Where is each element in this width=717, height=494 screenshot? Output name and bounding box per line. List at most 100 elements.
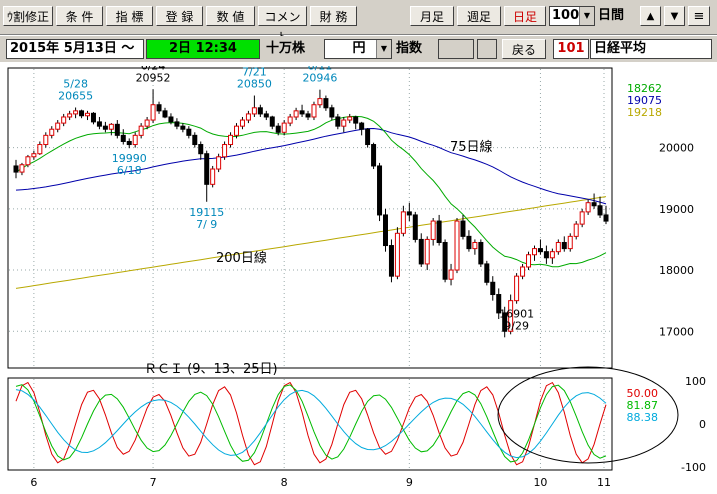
back-button[interactable]: 戻る: [502, 39, 546, 59]
candle-body: [43, 134, 49, 146]
candle-body: [13, 165, 19, 173]
candle-body: [466, 235, 472, 250]
date-field[interactable]: 2015年 5月13日 ～: [6, 39, 144, 59]
annotation-date: 7/21: [242, 66, 267, 79]
stock-code-field[interactable]: 101: [553, 39, 589, 59]
ma75-line: [15, 127, 607, 205]
candle-body: [293, 110, 299, 118]
candle-body: [228, 134, 234, 146]
candle-body: [388, 245, 394, 277]
chevron-down-icon[interactable]: ▼: [376, 40, 391, 58]
candle-body: [484, 263, 490, 283]
candle-body: [502, 312, 508, 332]
candle-body: [496, 294, 502, 314]
rci-value-rci13: 81.87: [627, 399, 659, 412]
candle-body: [394, 232, 400, 277]
condition-button[interactable]: 条 件: [56, 6, 103, 26]
candle-body: [263, 113, 269, 118]
candle-body: [96, 121, 102, 127]
rci9-line: [15, 381, 607, 466]
rci-tick-label: 100: [685, 375, 706, 388]
x-tick-label: 8: [281, 476, 288, 489]
rci-panel-frame: [7, 377, 613, 471]
candle-body: [526, 254, 532, 268]
candle-body: [418, 238, 424, 265]
scroll-up-button[interactable]: ▲: [640, 6, 661, 26]
rci-tick-label: 0: [699, 418, 706, 431]
financial-button[interactable]: 財 務: [310, 6, 357, 26]
candle-body: [31, 153, 37, 158]
candle-body: [365, 128, 371, 146]
candle-body: [341, 119, 347, 127]
candle-body: [114, 123, 120, 136]
candle-body: [478, 241, 484, 265]
annotation-value: 20850: [237, 78, 272, 91]
monthly-button[interactable]: 月足: [410, 6, 454, 26]
candle-body: [371, 144, 377, 167]
current-time-field: 2日 12:34: [146, 39, 260, 59]
currency-select[interactable]: 円 ▼: [324, 39, 392, 59]
candle-body: [174, 121, 180, 127]
menu-button[interactable]: ≡: [688, 6, 710, 26]
rci25-line: [15, 389, 607, 459]
candle-body: [359, 122, 365, 130]
period-label: 日間: [598, 8, 625, 23]
candle-body: [180, 125, 186, 130]
candle-body: [597, 205, 603, 216]
candle-body: [108, 123, 114, 130]
weekly-button[interactable]: 週足: [457, 6, 501, 26]
candle-body: [543, 251, 549, 259]
candle-body: [400, 211, 406, 234]
period-count-select[interactable]: 100 ▼: [549, 6, 595, 26]
candle-body: [424, 238, 430, 265]
x-tick-label: 7: [150, 476, 157, 489]
candle-body: [561, 241, 567, 250]
candle-body: [299, 110, 305, 115]
highlight-ellipse: [497, 366, 679, 464]
candle-body: [347, 116, 353, 121]
candle-body: [275, 125, 281, 133]
candle-body: [55, 122, 61, 130]
chevron-down-icon[interactable]: ▼: [579, 7, 594, 25]
stock-chart: 6 7 8 9 10 1120000190001800017000182621907519…: [7, 59, 706, 489]
candle-body: [335, 116, 341, 127]
annotation-date: 7/ 9: [196, 218, 217, 231]
candle-body: [269, 116, 275, 127]
candle-body: [436, 220, 442, 243]
stock-name-field: 日経平均: [590, 39, 712, 59]
candle-body: [567, 235, 573, 250]
indicator-button[interactable]: 指 標: [106, 6, 153, 26]
candle-body: [323, 98, 329, 109]
candle-body: [520, 266, 526, 277]
comment-button[interactable]: コメント: [258, 6, 307, 44]
annotation-value: 19115: [189, 206, 224, 219]
ma200-label: 200日線: [216, 250, 267, 266]
daily-button[interactable]: 日足: [504, 6, 546, 26]
candle-body: [549, 251, 555, 259]
candle-body: [73, 110, 79, 115]
values-button[interactable]: 数 値: [206, 6, 255, 26]
annotation-value: 16901: [499, 308, 534, 321]
candle-body: [222, 144, 228, 158]
candle-body: [442, 241, 448, 280]
index-field-2[interactable]: [477, 39, 497, 59]
candle-body: [132, 134, 138, 146]
split-adjust-button[interactable]: ｳ割修正: [3, 6, 53, 26]
scroll-down-button[interactable]: ▼: [664, 6, 685, 26]
chart-area: 6 7 8 9 10 11 20000 19000 18000 17000 18262 19075 19…: [6, 59, 714, 490]
candle-body: [412, 214, 418, 240]
x-tick-label: 11: [597, 476, 611, 489]
candle-body: [579, 211, 585, 225]
candle-body: [603, 214, 609, 222]
candle-body: [317, 98, 323, 106]
register-button[interactable]: 登 録: [156, 6, 203, 26]
candle-body: [90, 112, 96, 123]
candle-body: [353, 116, 359, 124]
unit-label: 十万株: [266, 41, 306, 56]
index-field-1[interactable]: [438, 39, 474, 59]
ma-value-ma75: 19075: [627, 94, 662, 107]
candle-body: [25, 156, 31, 166]
candle-body: [156, 104, 162, 112]
currency-value: 円: [352, 41, 366, 56]
x-tick-label: 10: [533, 476, 547, 489]
